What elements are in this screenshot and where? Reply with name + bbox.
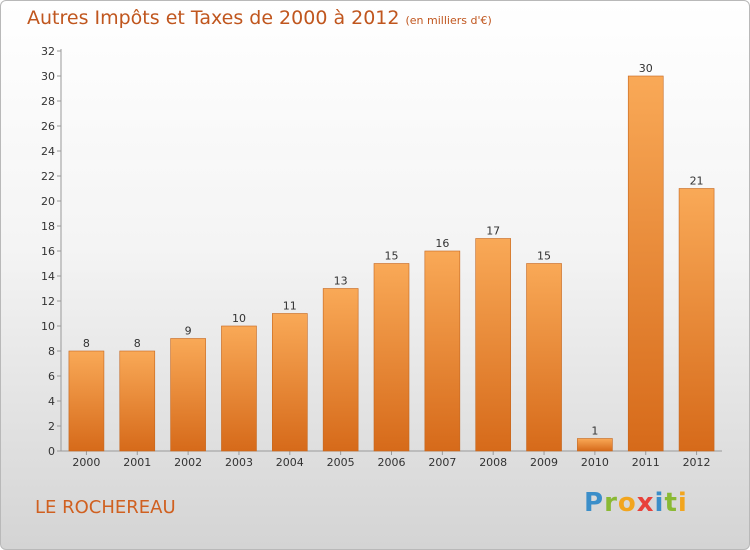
bar [627, 75, 664, 452]
logo-letter: i [654, 488, 665, 518]
data-label: 17 [486, 225, 500, 238]
logo-letter: P [584, 488, 605, 518]
chart-bars [68, 75, 715, 452]
y-tick-label: 22 [41, 170, 55, 183]
y-tick-label: 6 [48, 370, 55, 383]
y-tick-label: 4 [48, 395, 55, 408]
chart-labels: 8 8 9 10 11 13 15 16 17 15 1 30 21 [83, 62, 704, 438]
chart-unit-label: (en milliers d'€) [405, 14, 492, 27]
logo-letter: o [617, 488, 637, 518]
x-tick-label: 2006 [378, 456, 406, 469]
bar [119, 350, 156, 452]
bar [424, 250, 461, 452]
data-label: 8 [83, 337, 90, 350]
y-tick-label: 24 [41, 145, 55, 158]
bar [577, 438, 613, 452]
y-tick-label: 0 [48, 445, 55, 458]
bar [322, 288, 359, 452]
y-tick-label: 30 [41, 70, 55, 83]
data-label: 10 [232, 312, 246, 325]
bar [170, 338, 206, 452]
x-tick-label: 2007 [428, 456, 456, 469]
y-tick-label: 16 [41, 245, 55, 258]
commune-name: LE ROCHEREAU [35, 497, 176, 518]
x-tick-label: 2011 [632, 456, 660, 469]
bar [475, 238, 511, 452]
x-tick-label: 2012 [683, 456, 711, 469]
x-tick-label: 2008 [479, 456, 507, 469]
x-tick-label: 2010 [581, 456, 609, 469]
y-tick-label: 2 [48, 420, 55, 433]
data-label: 15 [537, 250, 551, 263]
y-tick-label: 10 [41, 320, 55, 333]
y-tick-label: 32 [41, 45, 55, 58]
data-label: 15 [385, 250, 399, 263]
data-label: 30 [639, 62, 653, 75]
x-tick-label: 2009 [530, 456, 558, 469]
data-label: 8 [134, 337, 141, 350]
x-tick-label: 2005 [327, 456, 355, 469]
chart-title: Autres Impôts et Taxes de 2000 à 2012 (en… [27, 7, 492, 29]
y-tick-label: 8 [48, 345, 55, 358]
logo-letter: r [604, 488, 618, 518]
data-label: 13 [334, 275, 348, 288]
bar [678, 188, 715, 452]
x-tick-label: 2003 [225, 456, 253, 469]
proxiti-logo: Proxiti [584, 488, 688, 518]
data-label: 21 [690, 175, 704, 188]
data-label: 11 [283, 300, 297, 313]
x-tick-label: 2001 [123, 456, 151, 469]
y-tick-label: 26 [41, 120, 55, 133]
logo-letter: t [664, 488, 678, 518]
y-tick-label: 18 [41, 220, 55, 233]
chart-title-text: Autres Impôts et Taxes de 2000 à 2012 [27, 7, 400, 29]
data-label: 9 [185, 325, 192, 338]
y-tick-label: 14 [41, 270, 55, 283]
logo-letter: i [677, 488, 688, 518]
y-tick-label: 28 [41, 95, 55, 108]
bar [526, 263, 562, 452]
x-tick-label: 2004 [276, 456, 304, 469]
x-tick-label: 2000 [72, 456, 100, 469]
logo-letter: x [636, 488, 655, 518]
y-tick-label: 20 [41, 195, 55, 208]
bar [373, 263, 410, 452]
data-label: 16 [435, 237, 449, 250]
x-tick-label: 2002 [174, 456, 202, 469]
bar [272, 313, 308, 452]
data-label: 1 [591, 425, 598, 438]
bar [68, 350, 105, 452]
bar [221, 325, 257, 452]
y-tick-label: 12 [41, 295, 55, 308]
